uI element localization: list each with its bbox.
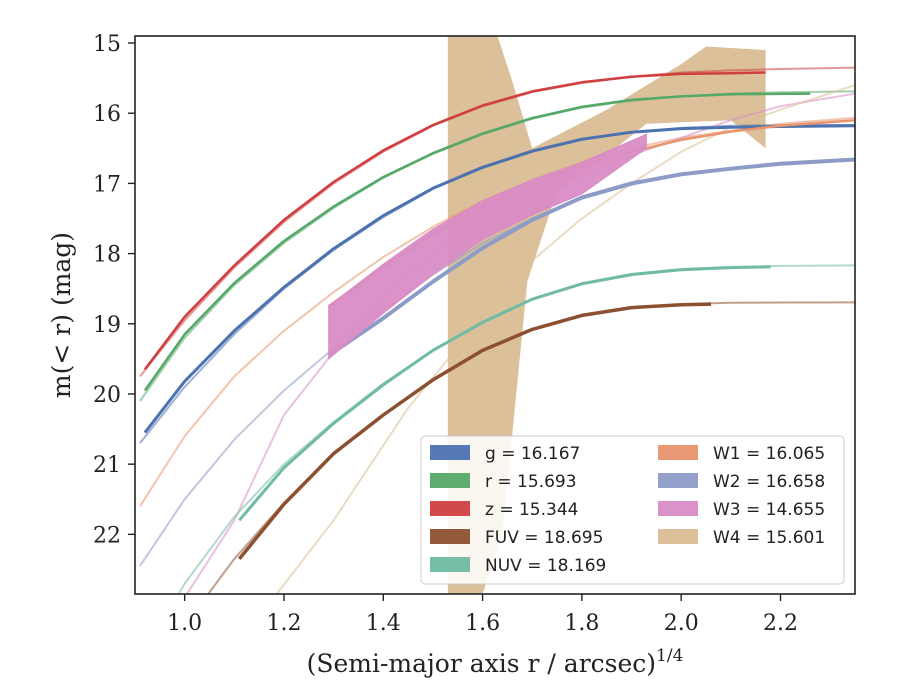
- legend-swatch-fuv: [430, 529, 470, 544]
- x-tick-label: 1.8: [564, 611, 599, 636]
- x-axis-label-exponent: 1/4: [656, 646, 683, 666]
- x-axis-label-text: (Semi-major axis r / arcsec): [307, 649, 656, 678]
- legend-frame: [420, 435, 845, 585]
- legend-label-w2: W2 = 16.658: [713, 472, 825, 492]
- band-r-measured-curve: [143, 92, 811, 392]
- y-tick-label: 17: [93, 172, 121, 197]
- y-tick-label: 19: [93, 313, 121, 338]
- band-w3-uncertainty: [328, 133, 647, 360]
- x-tick-label: 2.2: [763, 611, 798, 636]
- legend: g = 16.167 r = 15.693 z = 15.344 FUV = 18.6…: [420, 435, 845, 585]
- measured-curves: [143, 71, 855, 561]
- plot-frame: [134, 35, 856, 595]
- x-axis-label: (Semi-major axis r / arcsec)1/4: [307, 646, 684, 678]
- band-z-measured-curve: [143, 71, 766, 371]
- legend-swatch-z: [430, 501, 470, 516]
- band-w4-uncertainty: [447, 36, 766, 594]
- legend-label-nuv: NUV = 18.169: [485, 556, 606, 576]
- x-tick-label: 1.0: [167, 611, 202, 636]
- legend-swatch-w4: [658, 529, 698, 544]
- legend-label-z: z = 15.344: [485, 500, 578, 520]
- legend-label-w3: W3 = 14.655: [713, 500, 825, 520]
- y-tick-label: 21: [93, 453, 121, 478]
- legend-label-w4: W4 = 15.601: [713, 528, 825, 548]
- legend-label-r: r = 15.693: [485, 472, 577, 492]
- band-w4-model-curve: [275, 84, 855, 594]
- legend-swatch-w3: [658, 501, 698, 516]
- legend-swatch-r: [430, 473, 470, 488]
- band-w2-measured-curve: [327, 157, 855, 358]
- legend-label-fuv: FUV = 18.695: [485, 528, 603, 548]
- y-tick-label: 20: [93, 383, 121, 408]
- legend-swatch-g: [430, 445, 470, 460]
- x-tick-label: 1.2: [266, 611, 301, 636]
- x-tick-label: 2.0: [664, 611, 699, 636]
- legend-swatch-nuv: [430, 557, 470, 572]
- band-nuv-measured-curve: [238, 265, 771, 522]
- legend-label-g: g = 16.167: [485, 444, 580, 464]
- y-tick-label: 15: [93, 32, 121, 57]
- legend-swatch-w1: [658, 445, 698, 460]
- x-tick-label: 1.6: [465, 611, 500, 636]
- band-fuv-measured-curve: [237, 302, 712, 561]
- y-tick-label: 22: [93, 523, 121, 548]
- band-g-measured-curve: [143, 124, 855, 434]
- y-axis-ticks: 15 16 17 18 19 20 21 22: [93, 32, 135, 548]
- y-tick-label: 16: [93, 102, 121, 127]
- y-axis-label: m(< r) (mag): [47, 232, 76, 398]
- y-tick-label: 18: [93, 243, 121, 268]
- x-tick-label: 1.4: [366, 611, 401, 636]
- x-axis-ticks: 1.0 1.2 1.4 1.6 1.8 2.0 2.2: [167, 594, 798, 636]
- uncertainty-bands: [447, 36, 766, 594]
- legend-swatch-w2: [658, 473, 698, 488]
- legend-label-w1: W1 = 16.065: [713, 444, 825, 464]
